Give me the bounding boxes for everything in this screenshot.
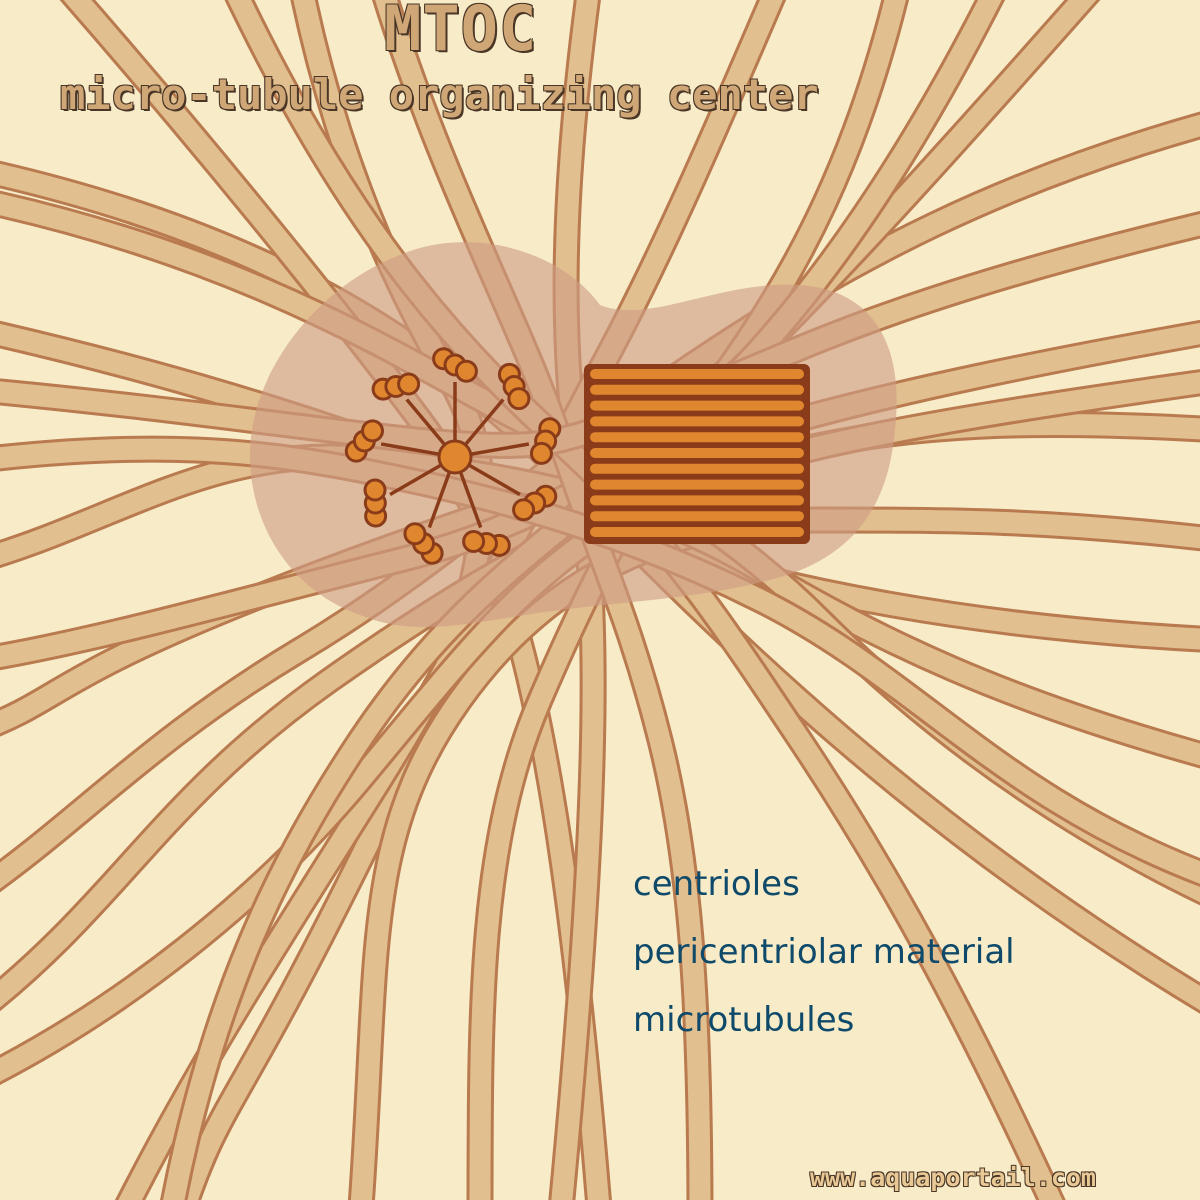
centriole-tubule (590, 527, 804, 537)
centriole-longitudinal (584, 364, 810, 544)
legend-item-centrioles: centrioles (633, 864, 800, 904)
microtubule-triplet (344, 419, 385, 463)
centriole-tubule (590, 448, 804, 458)
legend-item-pericentriolar-material: pericentriolar material (633, 932, 1015, 972)
microtubule-triplet (462, 529, 511, 557)
microtubule-triplet (529, 417, 562, 465)
diagram-title: MTOC (384, 0, 538, 65)
microtubule-triplet (432, 347, 478, 383)
microtubule-triplet (363, 478, 388, 528)
centriole-tubule (590, 400, 804, 411)
centriole-tubule (590, 416, 804, 427)
centriole-tubule (590, 495, 804, 506)
centriole-tubule (590, 463, 804, 474)
legend: centrioles pericentriolar material micro… (633, 858, 1015, 1062)
centriole-cross-section (344, 347, 562, 565)
diagram-subtitle: micro-tubule organizing center (60, 70, 819, 119)
centriole-tubule (590, 511, 804, 522)
microtubule-triplet (371, 372, 421, 401)
centriole-tubule (590, 384, 804, 395)
microtubule-triplet (512, 484, 558, 522)
centriole-hub (437, 439, 473, 475)
legend-item-microtubules: microtubules (633, 1000, 855, 1040)
centriole-tubule (590, 369, 804, 379)
centriole-tubule (590, 432, 804, 443)
microtubule-triplet (497, 362, 531, 411)
centriole-tubule (590, 479, 804, 490)
microtubule-triplet (403, 522, 444, 565)
website-credit: www.aquaportail.com (810, 1163, 1096, 1192)
